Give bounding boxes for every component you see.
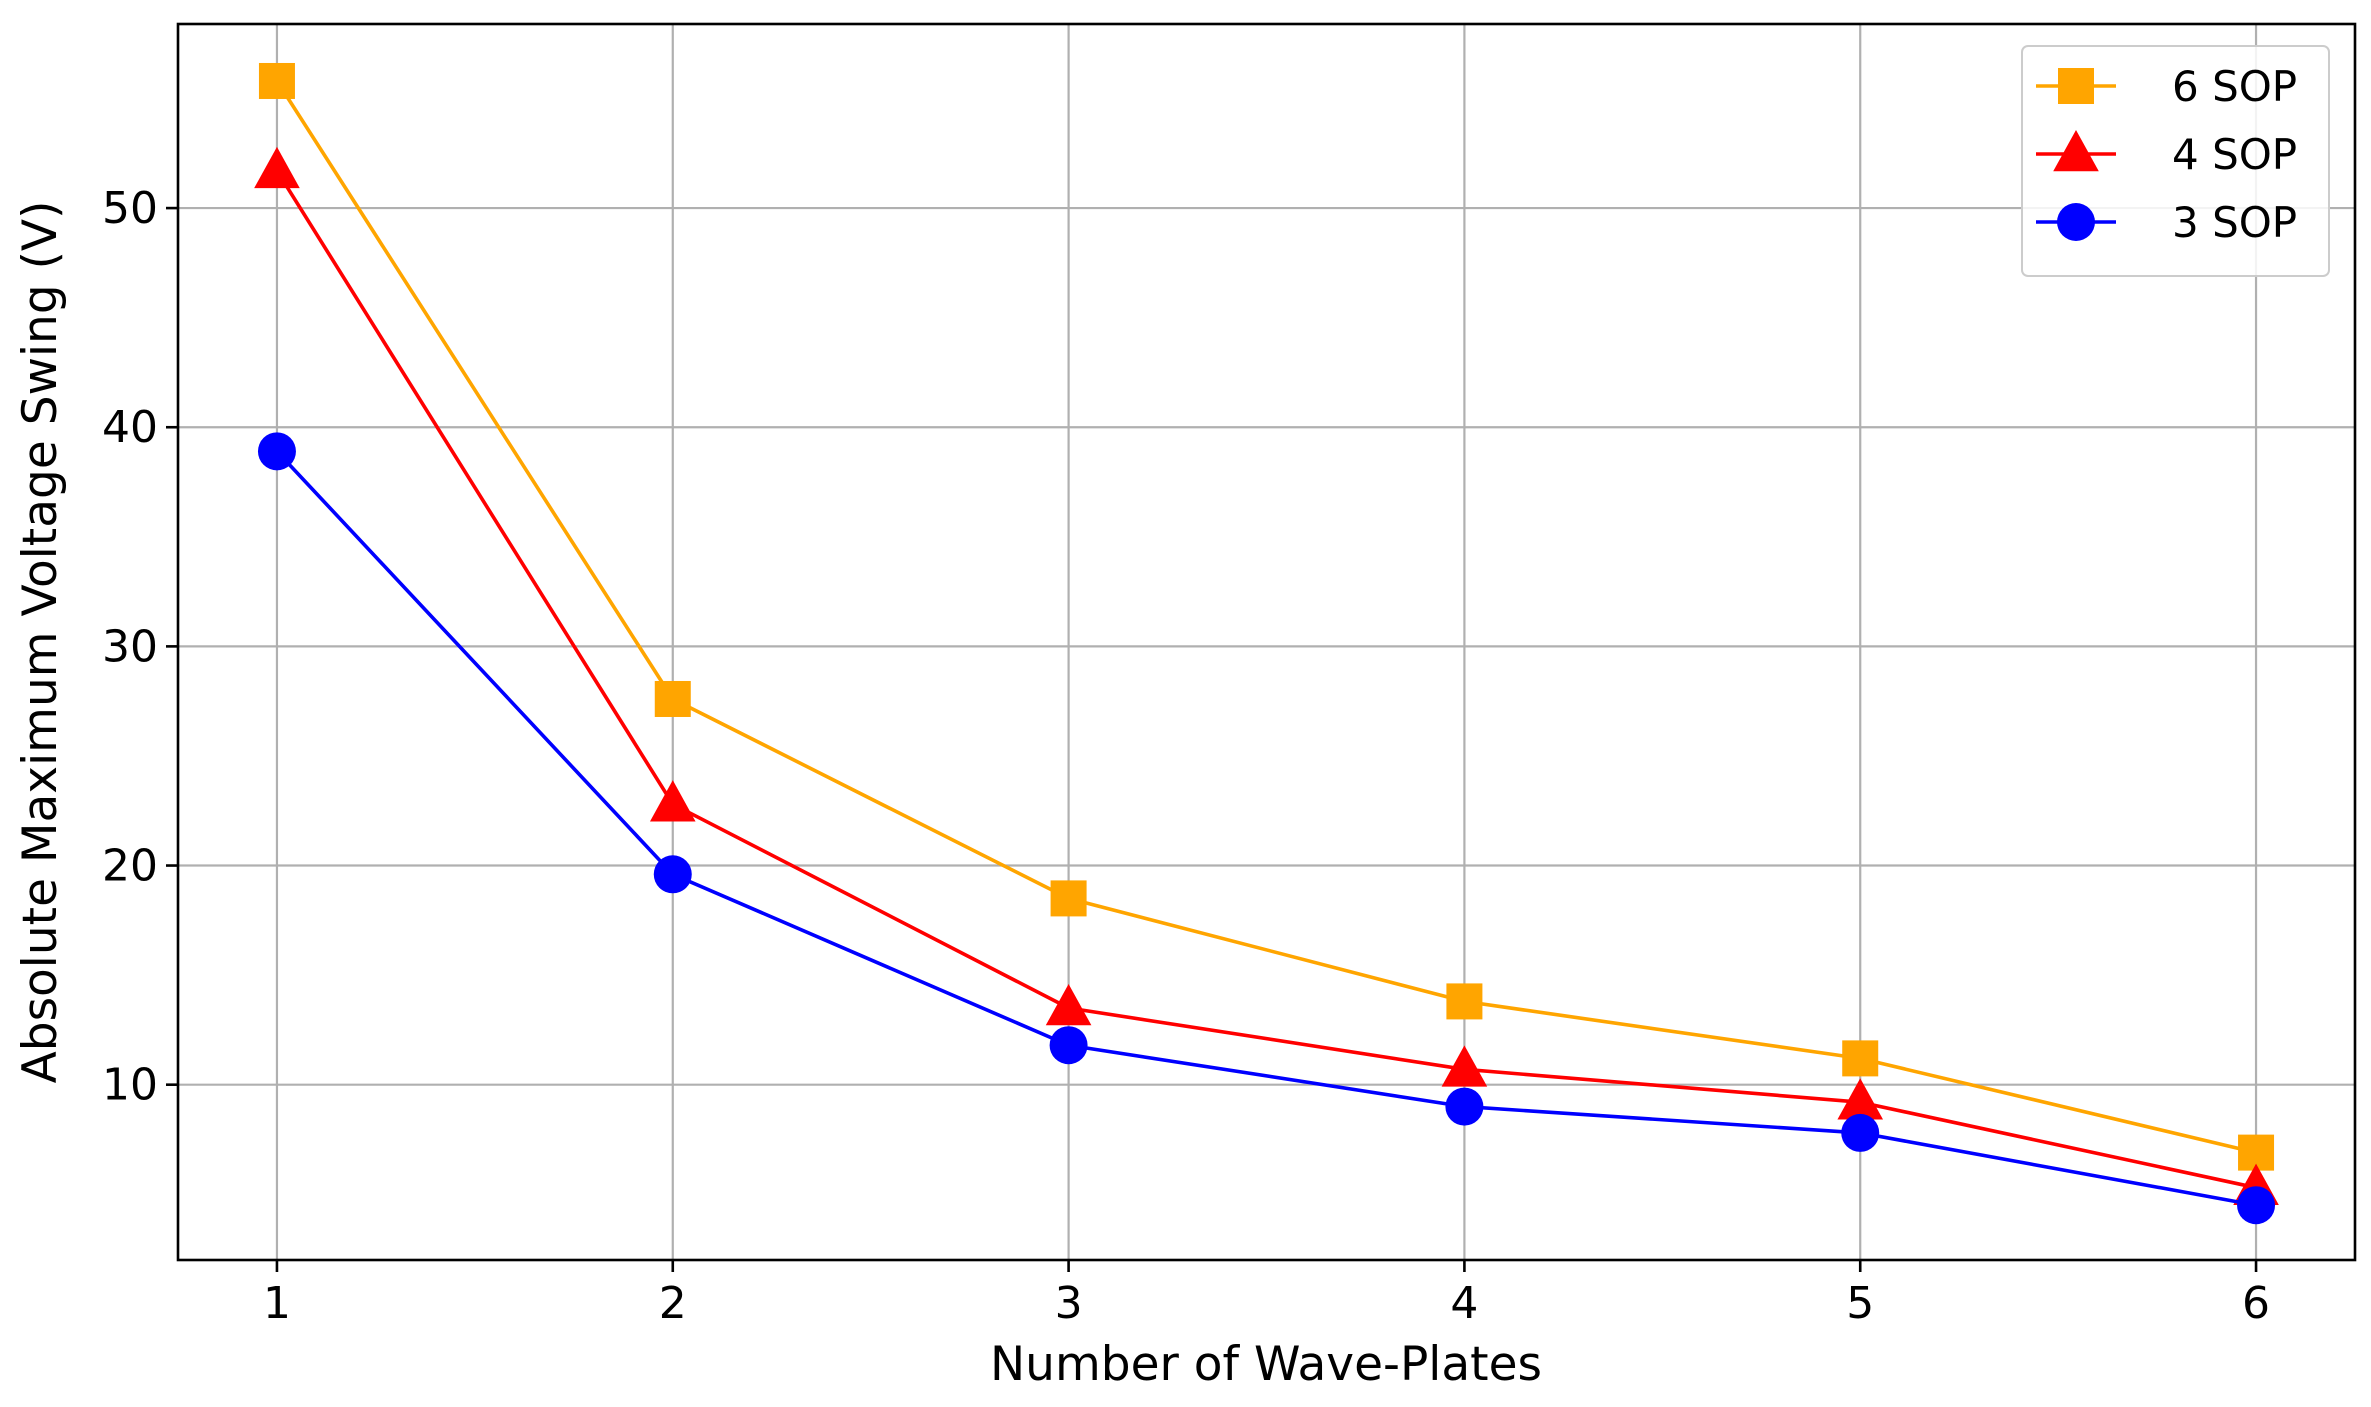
data-point-3-sop xyxy=(2237,1186,2276,1225)
x-axis-title: Number of Wave-Plates xyxy=(990,1337,1542,1392)
axes: 1 2 3 4 5 6 10 20 30 40 50 xyxy=(102,183,2270,1329)
plot-frame xyxy=(176,22,2357,1262)
y-tick-label: 40 xyxy=(102,402,158,453)
data-point-3-sop xyxy=(1049,1026,1088,1065)
x-tick-label: 3 xyxy=(1055,1278,1083,1329)
legend-label-4-sop: 4 SOP xyxy=(2172,130,2297,179)
series-line-6-sop xyxy=(275,80,2257,1155)
legend-marker-6-sop xyxy=(2058,68,2094,104)
legend-entry-6-sop: 6 SOP xyxy=(2036,62,2297,111)
data-point-6-sop xyxy=(1050,880,1087,917)
x-tick-label: 5 xyxy=(1846,1278,1874,1329)
y-axis-title: Absolute Maximum Voltage Swing (V) xyxy=(13,201,68,1084)
x-tick-label: 2 xyxy=(659,1278,687,1329)
data-point-4-sop xyxy=(1441,1045,1488,1087)
x-tick-label: 1 xyxy=(263,1278,291,1329)
legend-box xyxy=(2021,45,2330,277)
data-point-6-sop xyxy=(1446,983,1483,1020)
data-point-4-sop xyxy=(649,780,696,822)
data-point-3-sop xyxy=(653,855,692,894)
data-point-6-sop xyxy=(1842,1040,1879,1077)
series-6-sop xyxy=(258,62,2275,1171)
data-point-3-sop xyxy=(1841,1113,1880,1152)
legend: 6 SOP 4 SOP 3 SOP xyxy=(2021,45,2330,277)
data-point-6-sop xyxy=(258,62,295,99)
y-tick-label: 50 xyxy=(102,183,158,234)
data-point-6-sop xyxy=(654,680,691,717)
data-point-4-sop xyxy=(254,146,300,189)
legend-marker-3-sop xyxy=(2057,203,2095,241)
series-3-sop xyxy=(257,432,2276,1225)
legend-marker-4-sop xyxy=(2053,130,2099,172)
plot-series xyxy=(254,62,2279,1225)
y-tick-label: 10 xyxy=(102,1060,158,1111)
data-point-3-sop xyxy=(257,432,296,471)
data-point-4-sop xyxy=(1837,1078,1884,1120)
x-tick-label: 4 xyxy=(1450,1278,1478,1329)
x-tick-label: 6 xyxy=(2242,1278,2270,1329)
data-point-4-sop xyxy=(1045,983,1092,1026)
y-tick-label: 20 xyxy=(102,841,158,892)
series-line-3-sop xyxy=(275,450,2257,1207)
legend-label-6-sop: 6 SOP xyxy=(2172,62,2297,111)
legend-entry-4-sop: 4 SOP xyxy=(2036,130,2297,179)
legend-entry-3-sop: 3 SOP xyxy=(2036,198,2297,247)
series-line-4-sop xyxy=(275,169,2257,1190)
series-4-sop xyxy=(254,146,2279,1205)
data-point-3-sop xyxy=(1445,1087,1484,1126)
y-tick-label: 30 xyxy=(102,621,158,672)
legend-label-3-sop: 3 SOP xyxy=(2172,198,2297,247)
